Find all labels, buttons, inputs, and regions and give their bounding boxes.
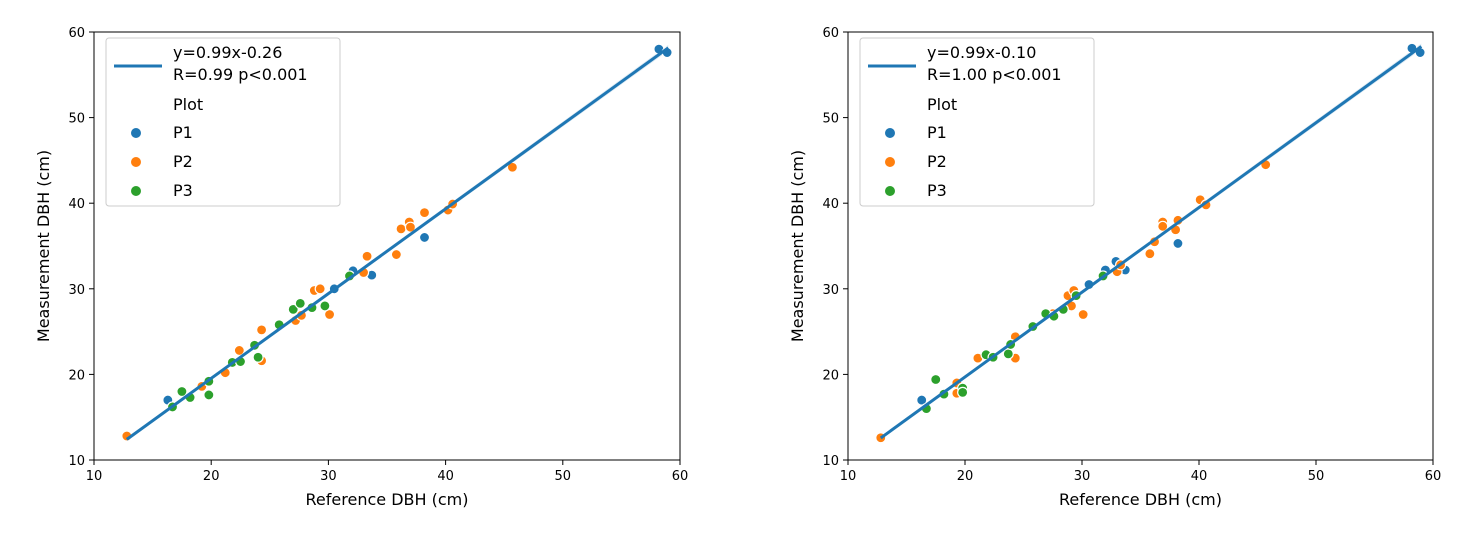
chart-left: 10 20 30 40 50 60 10 20 30 40 50 60 Reference DBH (c…	[34, 26, 689, 509]
point-p2	[404, 221, 417, 233]
x-tick-label: 10	[840, 469, 857, 484]
x-tick-label: 30	[320, 469, 337, 484]
y-tick-label: 20	[822, 368, 839, 383]
legend-label-p2: P2	[173, 152, 193, 171]
y-tick-label: 40	[68, 197, 85, 212]
point-p1	[418, 231, 431, 244]
y-tick-label: 60	[822, 26, 839, 41]
legend-swatch-p3	[130, 185, 142, 197]
point-p3	[930, 373, 942, 386]
y-tick-label: 30	[822, 283, 839, 298]
point-p2	[255, 324, 268, 336]
point-p3	[176, 385, 188, 398]
x-tick-label: 60	[1425, 469, 1442, 484]
x-tick-label: 60	[672, 469, 689, 484]
legend-title: Plot	[173, 95, 203, 114]
legend-swatch-p1	[130, 127, 142, 139]
point-p3	[957, 386, 969, 398]
data-layer	[121, 43, 673, 442]
point-p3	[294, 297, 306, 309]
legend-box	[105, 37, 341, 207]
point-p3	[1002, 348, 1014, 360]
chart-right: 10 20 30 40 50 60 10 20 30 40 50 60 Reference DBH (c…	[788, 26, 1442, 509]
legend-swatch-p2	[130, 156, 142, 168]
x-tick-label: 50	[1308, 469, 1325, 484]
legend-fit-equation: y=0.99x-0.10	[927, 43, 1036, 62]
legend-title: Plot	[927, 95, 957, 114]
x-axis-label: Reference DBH (cm)	[1059, 490, 1222, 509]
legend-label-p2: P2	[927, 152, 947, 171]
legend-fit-equation: y=0.99x-0.26	[173, 43, 282, 62]
y-tick-label: 10	[68, 454, 85, 469]
y-tick-label: 20	[68, 368, 85, 383]
legend-label-p1: P1	[173, 123, 193, 142]
legend-label-p3: P3	[173, 181, 193, 200]
legend-label-p1: P1	[927, 123, 947, 142]
legend: y=0.99x-0.10 R=1.00 p<0.001 Plot P1 P2 P3	[859, 37, 1095, 207]
y-tick-label: 10	[822, 454, 839, 469]
point-p2	[314, 283, 326, 295]
legend-fit-stats: R=1.00 p<0.001	[927, 65, 1062, 84]
y-axis-label: Measurement DBH (cm)	[34, 150, 53, 342]
point-p2	[390, 248, 402, 261]
point-p3	[203, 389, 215, 401]
point-p2	[1077, 308, 1089, 321]
legend-box	[859, 37, 1095, 207]
point-p2	[233, 344, 245, 357]
point-p2	[1157, 220, 1169, 232]
legend-fit-stats: R=0.99 p<0.001	[173, 65, 308, 84]
legend-label-p3: P3	[927, 181, 947, 200]
legend-swatch-p1	[884, 127, 896, 139]
point-p2	[1144, 248, 1156, 260]
point-p2	[361, 250, 373, 262]
point-p1	[916, 394, 928, 406]
plot-frame	[93, 31, 681, 461]
point-p3	[287, 303, 299, 315]
x-tick-label: 30	[1074, 469, 1091, 484]
point-p2	[395, 223, 407, 235]
x-tick-label: 20	[957, 469, 974, 484]
plot-frame	[847, 31, 1434, 461]
point-p2	[418, 207, 431, 219]
data-layer	[875, 42, 1426, 444]
x-tick-label: 10	[86, 469, 103, 484]
y-axis-label: Measurement DBH (cm)	[788, 150, 807, 342]
fit-line	[125, 46, 670, 441]
point-p3	[319, 300, 331, 312]
legend-swatch-p2	[884, 156, 896, 168]
y-tick-label: 50	[822, 112, 839, 127]
y-tick-label: 40	[822, 197, 839, 212]
x-tick-label: 40	[1191, 469, 1208, 484]
y-tick-label: 30	[68, 283, 85, 298]
x-axis-label: Reference DBH (cm)	[306, 490, 469, 509]
fit-line	[879, 45, 1423, 440]
legend: y=0.99x-0.26 R=0.99 p<0.001 Plot P1 P2 P3	[105, 37, 341, 207]
x-tick-label: 20	[203, 469, 220, 484]
x-tick-label: 50	[555, 469, 572, 484]
point-p3	[252, 351, 264, 363]
point-p2	[323, 308, 336, 321]
point-p1	[1172, 237, 1184, 250]
legend-swatch-p3	[884, 185, 896, 197]
y-tick-label: 50	[68, 112, 85, 127]
x-tick-label: 40	[437, 469, 454, 484]
y-tick-label: 60	[68, 26, 85, 41]
